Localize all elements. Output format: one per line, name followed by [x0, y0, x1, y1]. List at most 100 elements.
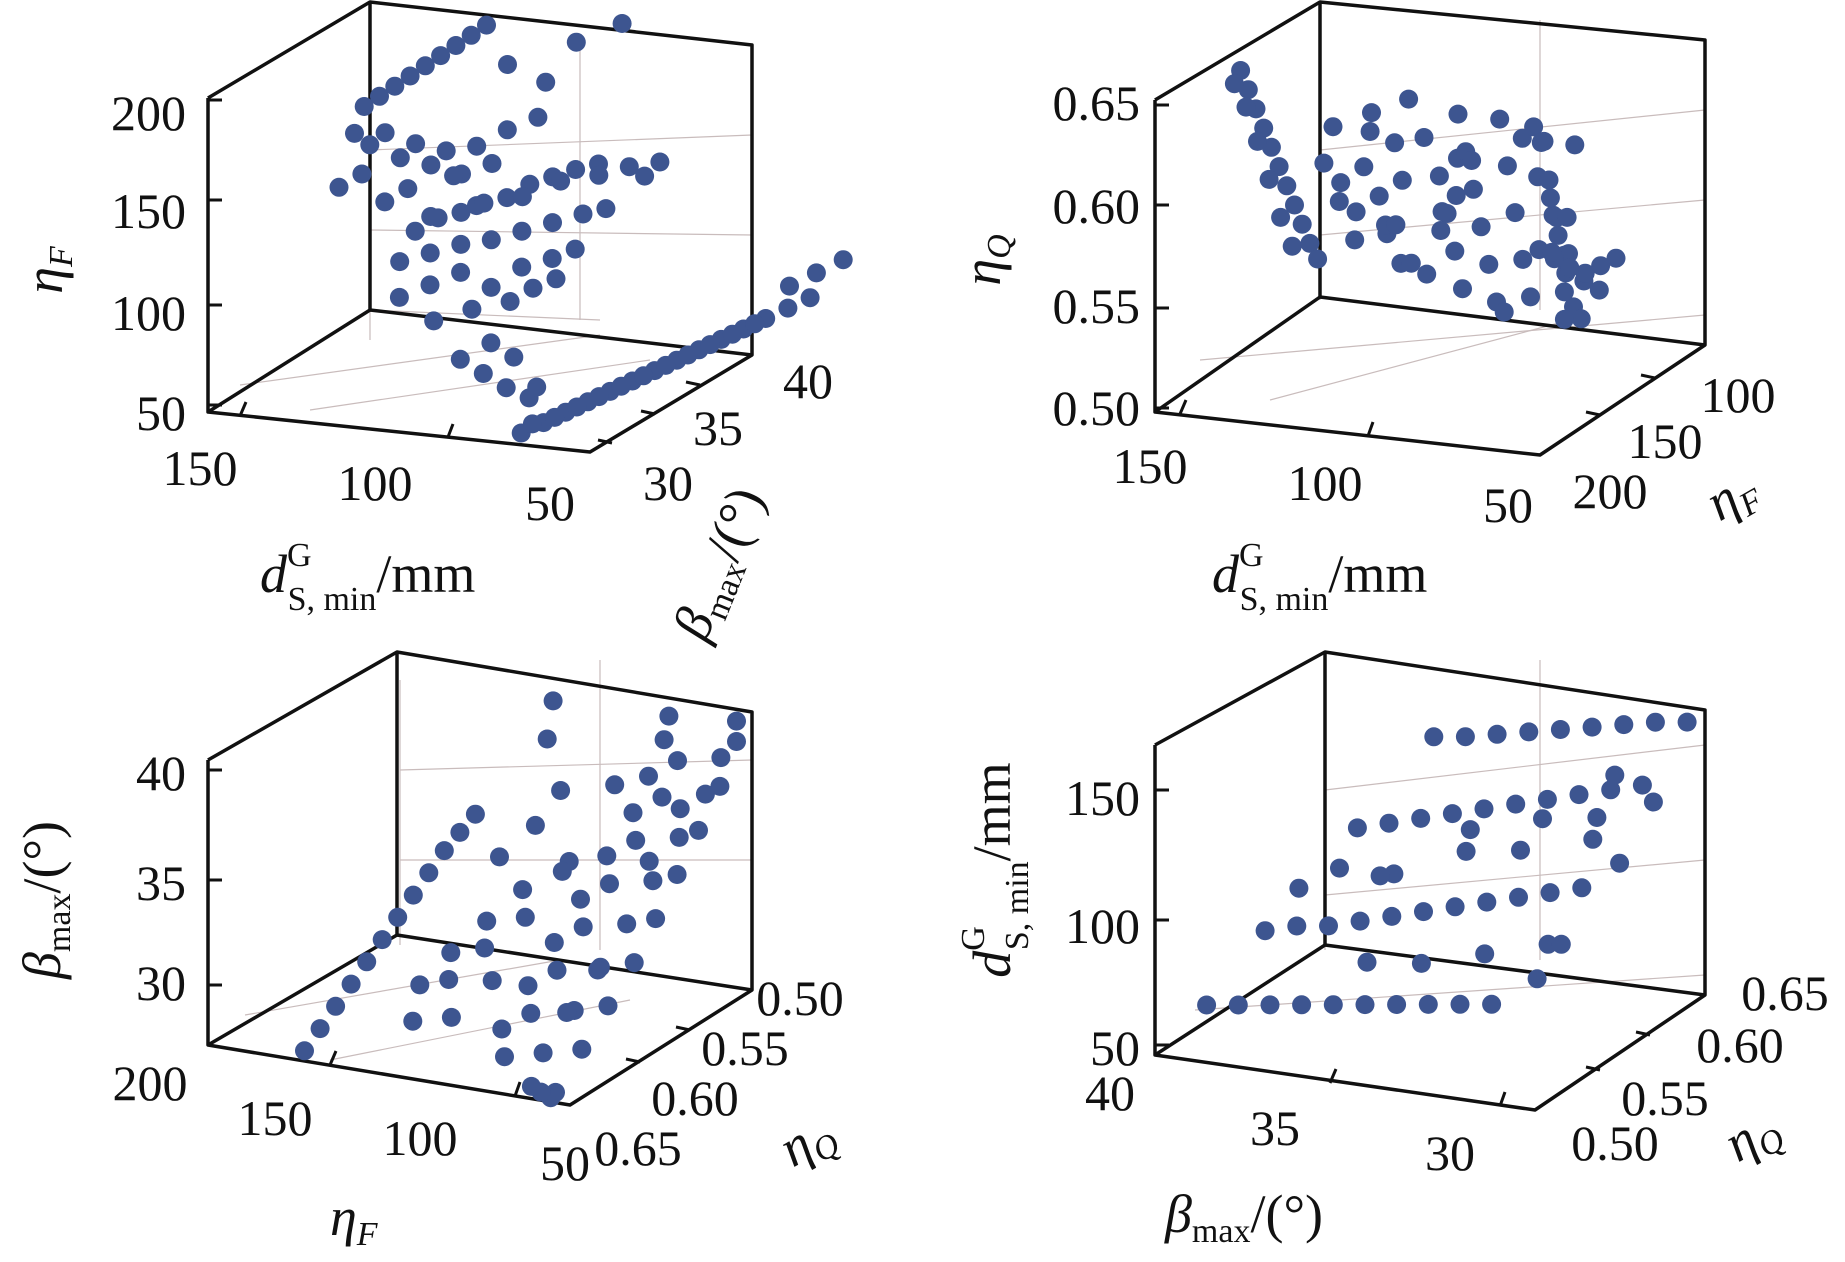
z-ticks [1155, 103, 1656, 437]
data-point [596, 199, 616, 219]
data-point [1677, 712, 1697, 732]
data-point [1355, 995, 1375, 1015]
data-point [1505, 203, 1525, 223]
data-point [357, 952, 377, 972]
data-point [1285, 195, 1304, 215]
z-tick-label: 200 [111, 85, 186, 141]
data-point [497, 120, 517, 140]
data-point [533, 1043, 553, 1063]
data-point [1605, 765, 1625, 785]
data-point [1414, 902, 1433, 922]
data-point [1448, 104, 1468, 124]
data-point [1429, 166, 1449, 186]
data-point [1513, 249, 1533, 269]
data-point [727, 732, 746, 751]
data-point [523, 278, 543, 298]
z-tick-label: 50 [136, 385, 186, 441]
z-axis-label: ηF [14, 245, 80, 294]
y-axis-label: ηQ [769, 1101, 846, 1184]
data-point [589, 387, 609, 407]
data-point [1460, 820, 1480, 840]
data-point [1534, 131, 1554, 151]
data-point [390, 148, 410, 168]
x-tick-label: 50 [1483, 477, 1533, 533]
data-point [1387, 995, 1407, 1014]
data-point [1645, 712, 1665, 732]
data-point [1453, 279, 1472, 299]
y-tick-label: 35 [693, 400, 743, 456]
data-point [370, 86, 389, 106]
data-point [1277, 176, 1297, 196]
data-point [1490, 109, 1510, 129]
data-point [566, 160, 586, 179]
data-point [504, 347, 524, 367]
data-point [1610, 853, 1630, 873]
data-point [474, 193, 494, 213]
data-point [310, 1019, 330, 1039]
z-tick-label: 100 [1065, 898, 1140, 954]
data-point [496, 378, 516, 398]
data-point [406, 134, 426, 154]
data-point [1575, 263, 1595, 283]
data-point [434, 841, 454, 861]
data-point [1445, 897, 1465, 917]
data-point [1450, 994, 1470, 1014]
x-tick-label: 150 [238, 1090, 313, 1146]
x-tick-label: 50 [525, 475, 575, 531]
data-point [1519, 722, 1539, 742]
data-point [329, 177, 349, 197]
data-point [451, 234, 471, 254]
data-point [589, 165, 609, 185]
data-point [372, 930, 392, 950]
data-point [1287, 916, 1307, 936]
data-point [1417, 264, 1437, 284]
data-point [1424, 727, 1444, 747]
data-point [1542, 242, 1562, 262]
data-point [1224, 74, 1244, 94]
data-point [1569, 785, 1589, 805]
data-point [1385, 133, 1405, 153]
x-axis-label: βmax/(°) [1164, 1184, 1323, 1250]
data-point [385, 76, 405, 96]
z-ticks [208, 98, 701, 445]
data-point [390, 252, 410, 272]
data-point [492, 1019, 512, 1039]
panel-beta-vs-eta-f-eta-q: 40 35 30 200 150 100 50 0.65 0.60 0.55 0… [12, 650, 846, 1253]
z-axis-label: ηQ [952, 234, 1018, 285]
data-point [597, 846, 617, 866]
data-point [543, 213, 562, 233]
data-point [689, 820, 708, 840]
data-point [656, 355, 676, 375]
data-point [1260, 995, 1280, 1015]
data-point [450, 349, 470, 369]
z-axis-label: dG S, min/mm [955, 762, 1036, 977]
data-point [326, 996, 346, 1016]
data-point [1369, 186, 1389, 206]
data-point [619, 157, 639, 177]
y-tick-label: 30 [643, 455, 693, 511]
z-tick-label: 150 [111, 183, 186, 239]
data-point [552, 861, 572, 881]
data-point [341, 974, 361, 994]
data-point [1527, 969, 1547, 989]
data-point [512, 257, 532, 277]
data-point [500, 292, 520, 311]
y-axis-label: ηF [1695, 456, 1770, 538]
data-point [421, 155, 441, 175]
data-point [650, 152, 670, 172]
x-tick-label: 100 [1288, 455, 1363, 511]
data-point [659, 706, 679, 726]
data-point [1346, 202, 1366, 222]
y-tick-label: 0.60 [1696, 1017, 1784, 1073]
data-point [1248, 131, 1267, 151]
data-point [1550, 720, 1570, 739]
data-point [467, 136, 487, 156]
grid [239, 40, 753, 411]
data-point [1411, 953, 1431, 973]
data-point [1463, 179, 1483, 199]
data-point [1282, 236, 1302, 256]
data-point [388, 907, 408, 927]
data-point [1446, 186, 1466, 205]
data-point [623, 803, 643, 823]
data-point [678, 345, 698, 365]
